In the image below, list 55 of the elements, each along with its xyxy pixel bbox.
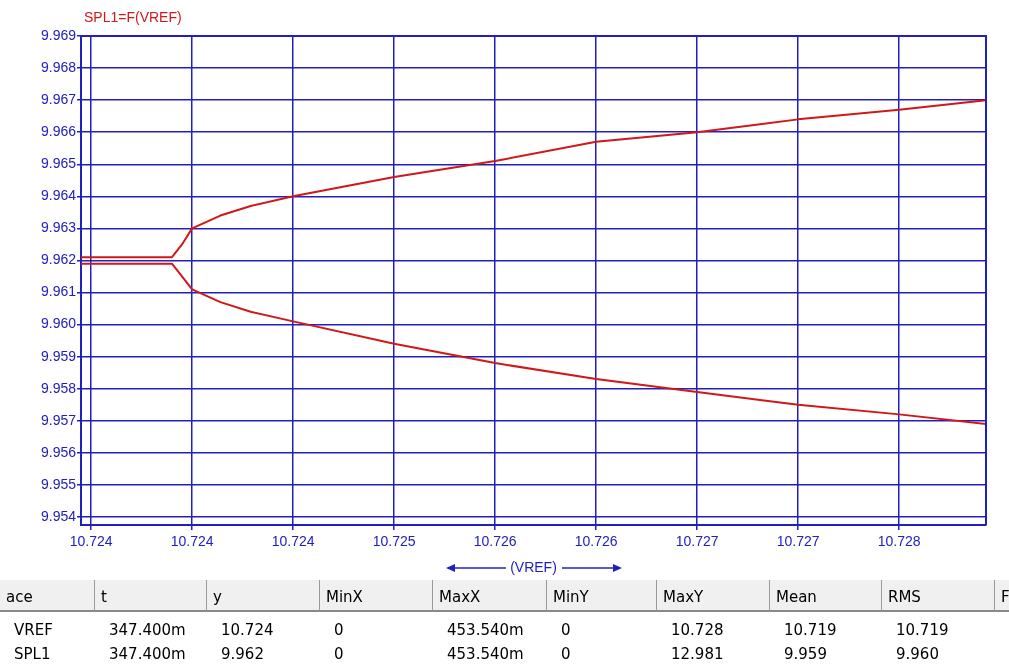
category-label: RMS bbox=[882, 580, 995, 612]
y-tick-label: 9.954 bbox=[40, 507, 77, 524]
text: 347.400m bbox=[109, 621, 186, 639]
y-tick-label: 9.968 bbox=[40, 58, 77, 75]
category-label: VREF bbox=[14, 621, 53, 639]
category-label: ace bbox=[0, 580, 95, 612]
x-tick-label: 10.726 bbox=[574, 533, 618, 550]
category-label: Mean bbox=[770, 580, 882, 612]
category-label: MinY bbox=[547, 580, 657, 612]
y-tick-label: 9.961 bbox=[40, 283, 77, 300]
y-tick-label: 9.966 bbox=[40, 123, 77, 140]
y-tick-label: 9.962 bbox=[40, 251, 77, 268]
category-label: MinX bbox=[320, 580, 433, 612]
x-tick-label: 10.724 bbox=[69, 533, 113, 550]
text: 453.540m bbox=[447, 621, 524, 639]
category-label: MaxX bbox=[433, 580, 547, 612]
text: 0 bbox=[561, 645, 571, 663]
y-tick-label: 9.958 bbox=[40, 379, 77, 396]
y-tick-label: 9.969 bbox=[40, 26, 77, 43]
x-tick-label: 10.727 bbox=[675, 533, 719, 550]
text: 10.719 bbox=[896, 621, 949, 639]
category-label: SPL1 bbox=[14, 645, 51, 663]
chart-title: SPL1=F(VREF) bbox=[84, 8, 182, 25]
y-tick-label: 9.964 bbox=[40, 187, 77, 204]
text: 10.728 bbox=[671, 621, 724, 639]
x-tick-label: 10.724 bbox=[170, 533, 214, 550]
y-tick-label: 9.959 bbox=[40, 347, 77, 364]
category-label: y bbox=[207, 580, 320, 612]
y-tick-label: 9.967 bbox=[40, 90, 77, 107]
y-tick-label: 9.965 bbox=[40, 155, 77, 172]
text: 0 bbox=[334, 645, 344, 663]
x-tick-label: 10.726 bbox=[473, 533, 517, 550]
text: 12.981 bbox=[671, 645, 724, 663]
y-tick-label: 9.957 bbox=[40, 411, 77, 428]
text: 0 bbox=[561, 621, 571, 639]
text: 453.540m bbox=[447, 645, 524, 663]
x-tick-label: 10.725 bbox=[372, 533, 416, 550]
y-tick-label: 9.956 bbox=[40, 443, 77, 460]
category-label: MaxY bbox=[657, 580, 770, 612]
y-tick-label: 9.960 bbox=[40, 315, 77, 332]
text: 10.719 bbox=[784, 621, 837, 639]
y-tick-label: 9.955 bbox=[40, 475, 77, 492]
x-tick-label: 10.728 bbox=[877, 533, 921, 550]
text: 9.960 bbox=[896, 645, 939, 663]
x-axis-title: (VREF) bbox=[510, 558, 557, 575]
category-label: F bbox=[995, 580, 1009, 612]
category-label: t bbox=[95, 580, 207, 612]
text: 10.724 bbox=[221, 621, 274, 639]
text: 0 bbox=[334, 621, 344, 639]
text: 347.400m bbox=[109, 645, 186, 663]
x-tick-label: 10.724 bbox=[271, 533, 315, 550]
text: 9.962 bbox=[221, 645, 264, 663]
x-tick-label: 10.727 bbox=[776, 533, 820, 550]
text: 9.959 bbox=[784, 645, 827, 663]
y-tick-label: 9.963 bbox=[40, 219, 77, 236]
